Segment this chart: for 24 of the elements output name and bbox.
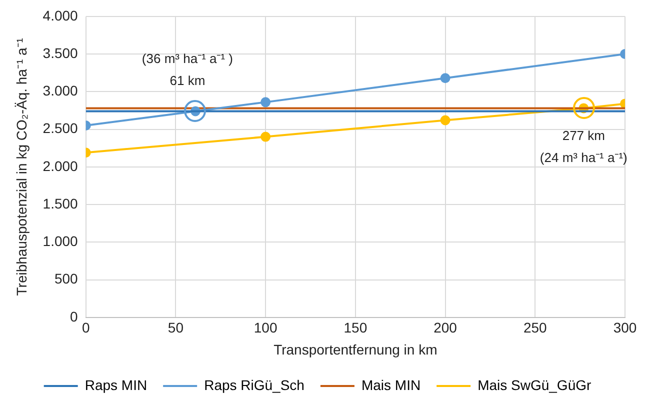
x-axis-title: Transportentfernung in km bbox=[274, 341, 438, 358]
x-tick-label: 0 bbox=[82, 320, 90, 336]
x-tick-label: 250 bbox=[523, 320, 548, 336]
y-tick-label: 500 bbox=[54, 270, 78, 287]
y-tick-label: 1.500 bbox=[42, 195, 78, 212]
legend-label: Raps RiGü_Sch bbox=[204, 376, 304, 393]
y-tick-label: 0 bbox=[70, 308, 78, 324]
annotation: (36 m³ ha⁻¹ a⁻¹ ) 61 km bbox=[142, 50, 234, 88]
y-tick-label: 3.500 bbox=[42, 44, 78, 61]
legend-label: Mais MIN bbox=[361, 376, 421, 393]
y-tick-label: 3.000 bbox=[42, 82, 78, 99]
y-tick-label: 4.000 bbox=[42, 7, 78, 24]
x-tick-label: 100 bbox=[254, 320, 278, 336]
y-tick-label: 2.500 bbox=[42, 120, 78, 136]
x-tick-label: 300 bbox=[613, 320, 637, 336]
x-tick-label: 50 bbox=[168, 320, 184, 336]
legend-label: Mais SwGü_GüGr bbox=[478, 376, 592, 393]
y-tick-label: 2.000 bbox=[42, 158, 78, 174]
x-tick-label: 200 bbox=[434, 320, 458, 336]
y-axis-title: Treibhauspotenzial in kg CO₂-Äq. ha⁻¹ a⁻¹ bbox=[13, 38, 30, 296]
x-tick-label: 150 bbox=[344, 320, 368, 336]
annotation: 277 km (24 m³ ha⁻¹ a⁻¹) bbox=[540, 128, 628, 165]
legend-label: Raps MIN bbox=[84, 376, 148, 393]
y-tick-label: 1.000 bbox=[42, 233, 78, 250]
